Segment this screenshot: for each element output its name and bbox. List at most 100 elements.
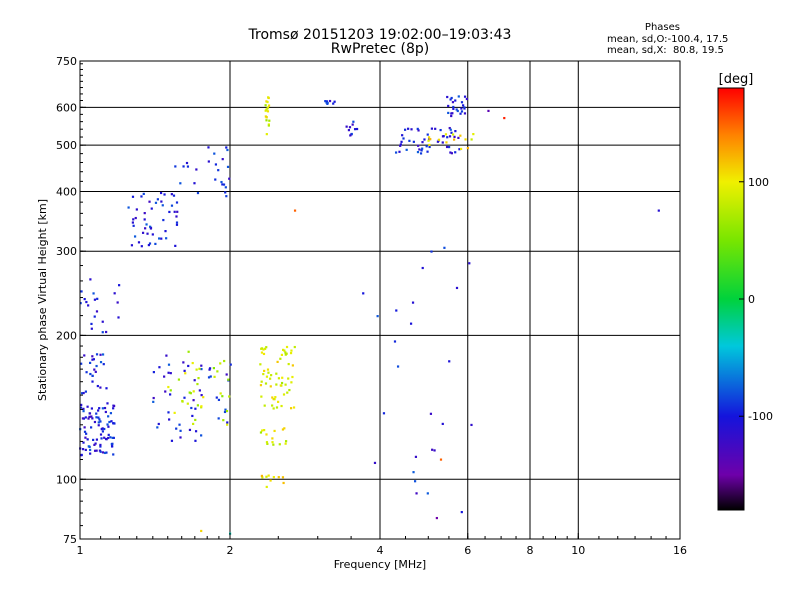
data-point	[200, 364, 203, 367]
data-point	[98, 449, 102, 452]
data-point	[289, 351, 293, 355]
data-point	[352, 120, 355, 123]
data-point	[188, 391, 191, 394]
data-point	[175, 201, 179, 204]
x-tick-label: 8	[527, 544, 534, 557]
data-point	[468, 262, 471, 265]
data-point	[158, 237, 161, 240]
data-point	[460, 510, 463, 514]
data-point	[395, 309, 398, 312]
data-point	[265, 116, 268, 119]
data-point	[455, 286, 459, 290]
data-point	[169, 389, 172, 392]
data-point	[266, 110, 270, 113]
data-point	[194, 418, 197, 422]
data-point	[229, 363, 232, 366]
data-point	[170, 439, 174, 442]
data-point	[382, 412, 386, 415]
data-point	[439, 458, 443, 461]
data-point	[402, 137, 405, 140]
data-point	[84, 416, 87, 419]
data-point	[265, 441, 269, 444]
data-point	[434, 127, 437, 130]
data-point	[93, 420, 97, 424]
data-point	[262, 372, 265, 376]
data-point	[101, 451, 105, 454]
data-point	[450, 152, 454, 155]
data-point	[225, 146, 228, 149]
data-point	[260, 474, 263, 478]
data-point	[89, 452, 92, 455]
data-point	[82, 441, 85, 444]
data-point	[412, 471, 415, 474]
data-point	[459, 147, 463, 151]
data-point	[452, 105, 455, 109]
data-point	[260, 380, 263, 383]
data-point	[163, 193, 166, 196]
data-point	[265, 433, 268, 436]
data-point	[94, 442, 97, 445]
data-point	[457, 136, 460, 140]
data-point	[362, 292, 365, 295]
data-point	[281, 476, 285, 479]
data-point	[441, 141, 444, 144]
data-point	[224, 191, 227, 194]
data-point	[259, 431, 263, 434]
data-point	[441, 422, 444, 426]
data-point	[450, 114, 453, 118]
data-point	[113, 422, 116, 425]
data-point	[187, 350, 190, 353]
data-point	[84, 436, 87, 439]
data-point	[447, 111, 450, 115]
data-point	[271, 396, 274, 399]
data-point	[101, 353, 105, 356]
data-point	[459, 134, 462, 137]
data-point	[107, 425, 110, 428]
y-tick-label: 100	[56, 473, 77, 486]
data-point	[279, 384, 282, 387]
colorbar-tick-label: 0	[748, 293, 755, 306]
data-point	[267, 104, 271, 107]
data-point	[207, 376, 211, 379]
data-point	[175, 427, 178, 430]
data-point	[427, 136, 431, 139]
data-point	[198, 389, 201, 392]
data-point	[272, 407, 275, 410]
data-point	[84, 390, 87, 393]
data-point	[429, 412, 433, 415]
data-point	[287, 362, 290, 366]
data-point	[108, 420, 111, 424]
data-point	[193, 379, 196, 382]
data-point	[452, 107, 455, 110]
data-point	[450, 131, 453, 134]
data-point	[85, 371, 88, 374]
data-point	[263, 429, 266, 432]
data-point	[103, 427, 106, 431]
data-point	[470, 423, 473, 427]
data-point	[413, 480, 417, 483]
data-point	[263, 369, 266, 372]
data-point	[79, 406, 83, 409]
data-point	[105, 387, 108, 390]
data-point	[191, 414, 194, 418]
data-point	[290, 349, 293, 352]
data-point	[101, 430, 105, 433]
y-tick-label: 400	[56, 185, 77, 198]
data-point	[107, 415, 110, 418]
data-point	[99, 450, 102, 453]
data-point	[140, 245, 143, 248]
data-point	[80, 403, 83, 407]
data-point	[426, 492, 429, 495]
data-point	[284, 442, 287, 445]
data-point	[419, 152, 423, 155]
data-point	[452, 138, 456, 141]
data-point	[93, 298, 97, 301]
data-point	[277, 476, 280, 479]
data-point	[109, 412, 113, 415]
data-point	[283, 427, 286, 430]
data-point	[83, 426, 86, 429]
data-point	[292, 406, 296, 409]
data-point	[99, 386, 102, 389]
data-point	[265, 119, 268, 122]
data-point	[446, 136, 449, 139]
